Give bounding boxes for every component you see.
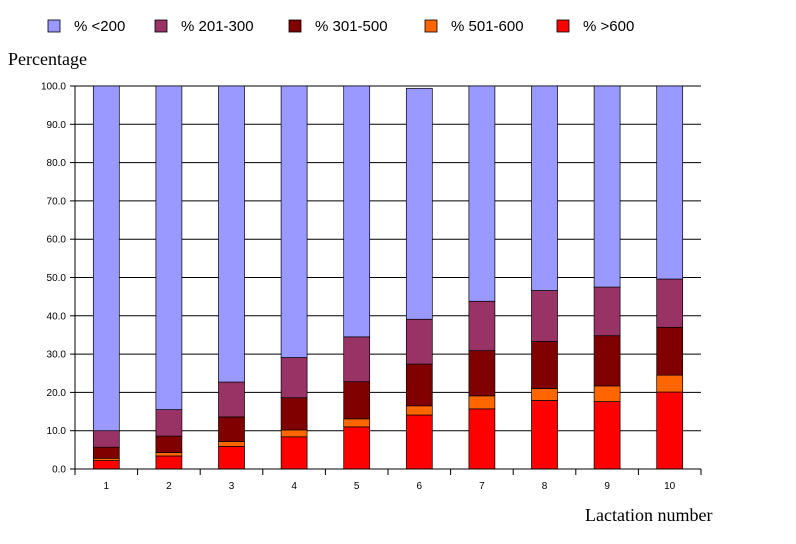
bar-segment (155, 452, 183, 457)
bar-segment (343, 426, 371, 470)
y-axis-title: Percentage (8, 49, 87, 69)
bar-segment (656, 85, 684, 280)
bar-segment (155, 85, 183, 410)
x-tick-label: 4 (291, 481, 297, 492)
bar-segment (343, 418, 371, 428)
bar-segment (656, 391, 684, 470)
x-tick-label: 7 (479, 481, 485, 492)
legend-swatch (556, 19, 570, 33)
legend-swatch (154, 19, 168, 33)
bar-segment (218, 416, 245, 442)
bar-segment (593, 85, 621, 288)
bar-segment (468, 350, 496, 397)
bar-segment (593, 385, 621, 402)
bar-segment (280, 397, 308, 431)
bar-segment (405, 318, 433, 365)
bar-segment (656, 326, 684, 376)
x-tick-label: 5 (354, 481, 360, 492)
bar-segment (155, 435, 183, 453)
bar-segment (468, 395, 496, 410)
x-tick-label: 1 (104, 481, 110, 492)
legend-swatch (288, 19, 302, 33)
legend-label: % 501-600 (451, 18, 524, 35)
legend: % <200 % 201-300 % 301-500 % 501-600 % >600 (47, 18, 634, 35)
legend-swatch (424, 19, 438, 33)
y-tick-label: 60.0 (47, 235, 67, 246)
x-tick-label: 9 (604, 481, 610, 492)
x-tick-label: 3 (229, 481, 235, 492)
bar-segment (92, 85, 120, 432)
bar-segment (343, 336, 371, 383)
y-tick-label: 20.0 (47, 388, 67, 399)
y-tick-label: 100.0 (41, 82, 66, 93)
bar-segment (531, 341, 558, 389)
bar-segment (656, 278, 684, 328)
bar-segment (343, 85, 371, 338)
x-tick-label: 6 (417, 481, 423, 492)
y-tick-label: 30.0 (47, 350, 67, 361)
x-tick-label: 10 (664, 481, 676, 492)
bar-segment (155, 409, 183, 437)
axes: 0.0 10.0 20.0 30.0 40.0 50.0 60.0 70.0 80.0 90.0 1… (41, 82, 702, 492)
bar-segment (343, 381, 371, 420)
y-tick-label: 40.0 (47, 311, 67, 322)
bar-segment (405, 405, 433, 416)
bar-segment (218, 85, 245, 383)
bar-segment (531, 85, 558, 291)
bar-segment (280, 429, 308, 438)
y-tick-label: 80.0 (47, 158, 67, 169)
legend-label: % <200 (74, 18, 125, 35)
bar-segment (468, 408, 496, 470)
bar-segment (656, 374, 684, 393)
bar-segment (280, 85, 308, 358)
bar-segment (280, 357, 308, 399)
bar-segment (593, 401, 621, 470)
y-tick-label: 70.0 (47, 196, 67, 207)
bar-segment (218, 381, 245, 418)
y-tick-label: 90.0 (47, 120, 67, 131)
x-tick-label: 2 (166, 481, 172, 492)
legend-label: % 301-500 (315, 18, 388, 35)
bar-segment (218, 446, 245, 470)
bar-segment (218, 441, 245, 447)
bar-segment (593, 286, 621, 337)
bar-segment (593, 335, 621, 387)
bar-segment (280, 436, 308, 470)
bar-segment (92, 430, 120, 448)
bar-segment (531, 400, 558, 470)
y-tick-label: 10.0 (47, 426, 67, 437)
bar-segment (531, 290, 558, 342)
x-tick-label: 8 (542, 481, 548, 492)
bar-segment (468, 85, 496, 302)
bar-segment (405, 363, 433, 407)
bar-segment (92, 446, 120, 459)
bar-segment (405, 87, 433, 320)
legend-label: % >600 (583, 18, 634, 35)
bar-segment (92, 460, 120, 470)
legend-swatch (47, 19, 61, 33)
bar-segment (531, 388, 558, 401)
bar-segment (155, 455, 183, 470)
legend-label: % 201-300 (181, 18, 254, 35)
y-tick-label: 50.0 (47, 273, 67, 284)
bar-segment (468, 300, 496, 352)
x-axis-title: Lactation number (585, 505, 712, 525)
y-tick-label: 0.0 (52, 465, 66, 476)
bar-segment (405, 414, 433, 470)
